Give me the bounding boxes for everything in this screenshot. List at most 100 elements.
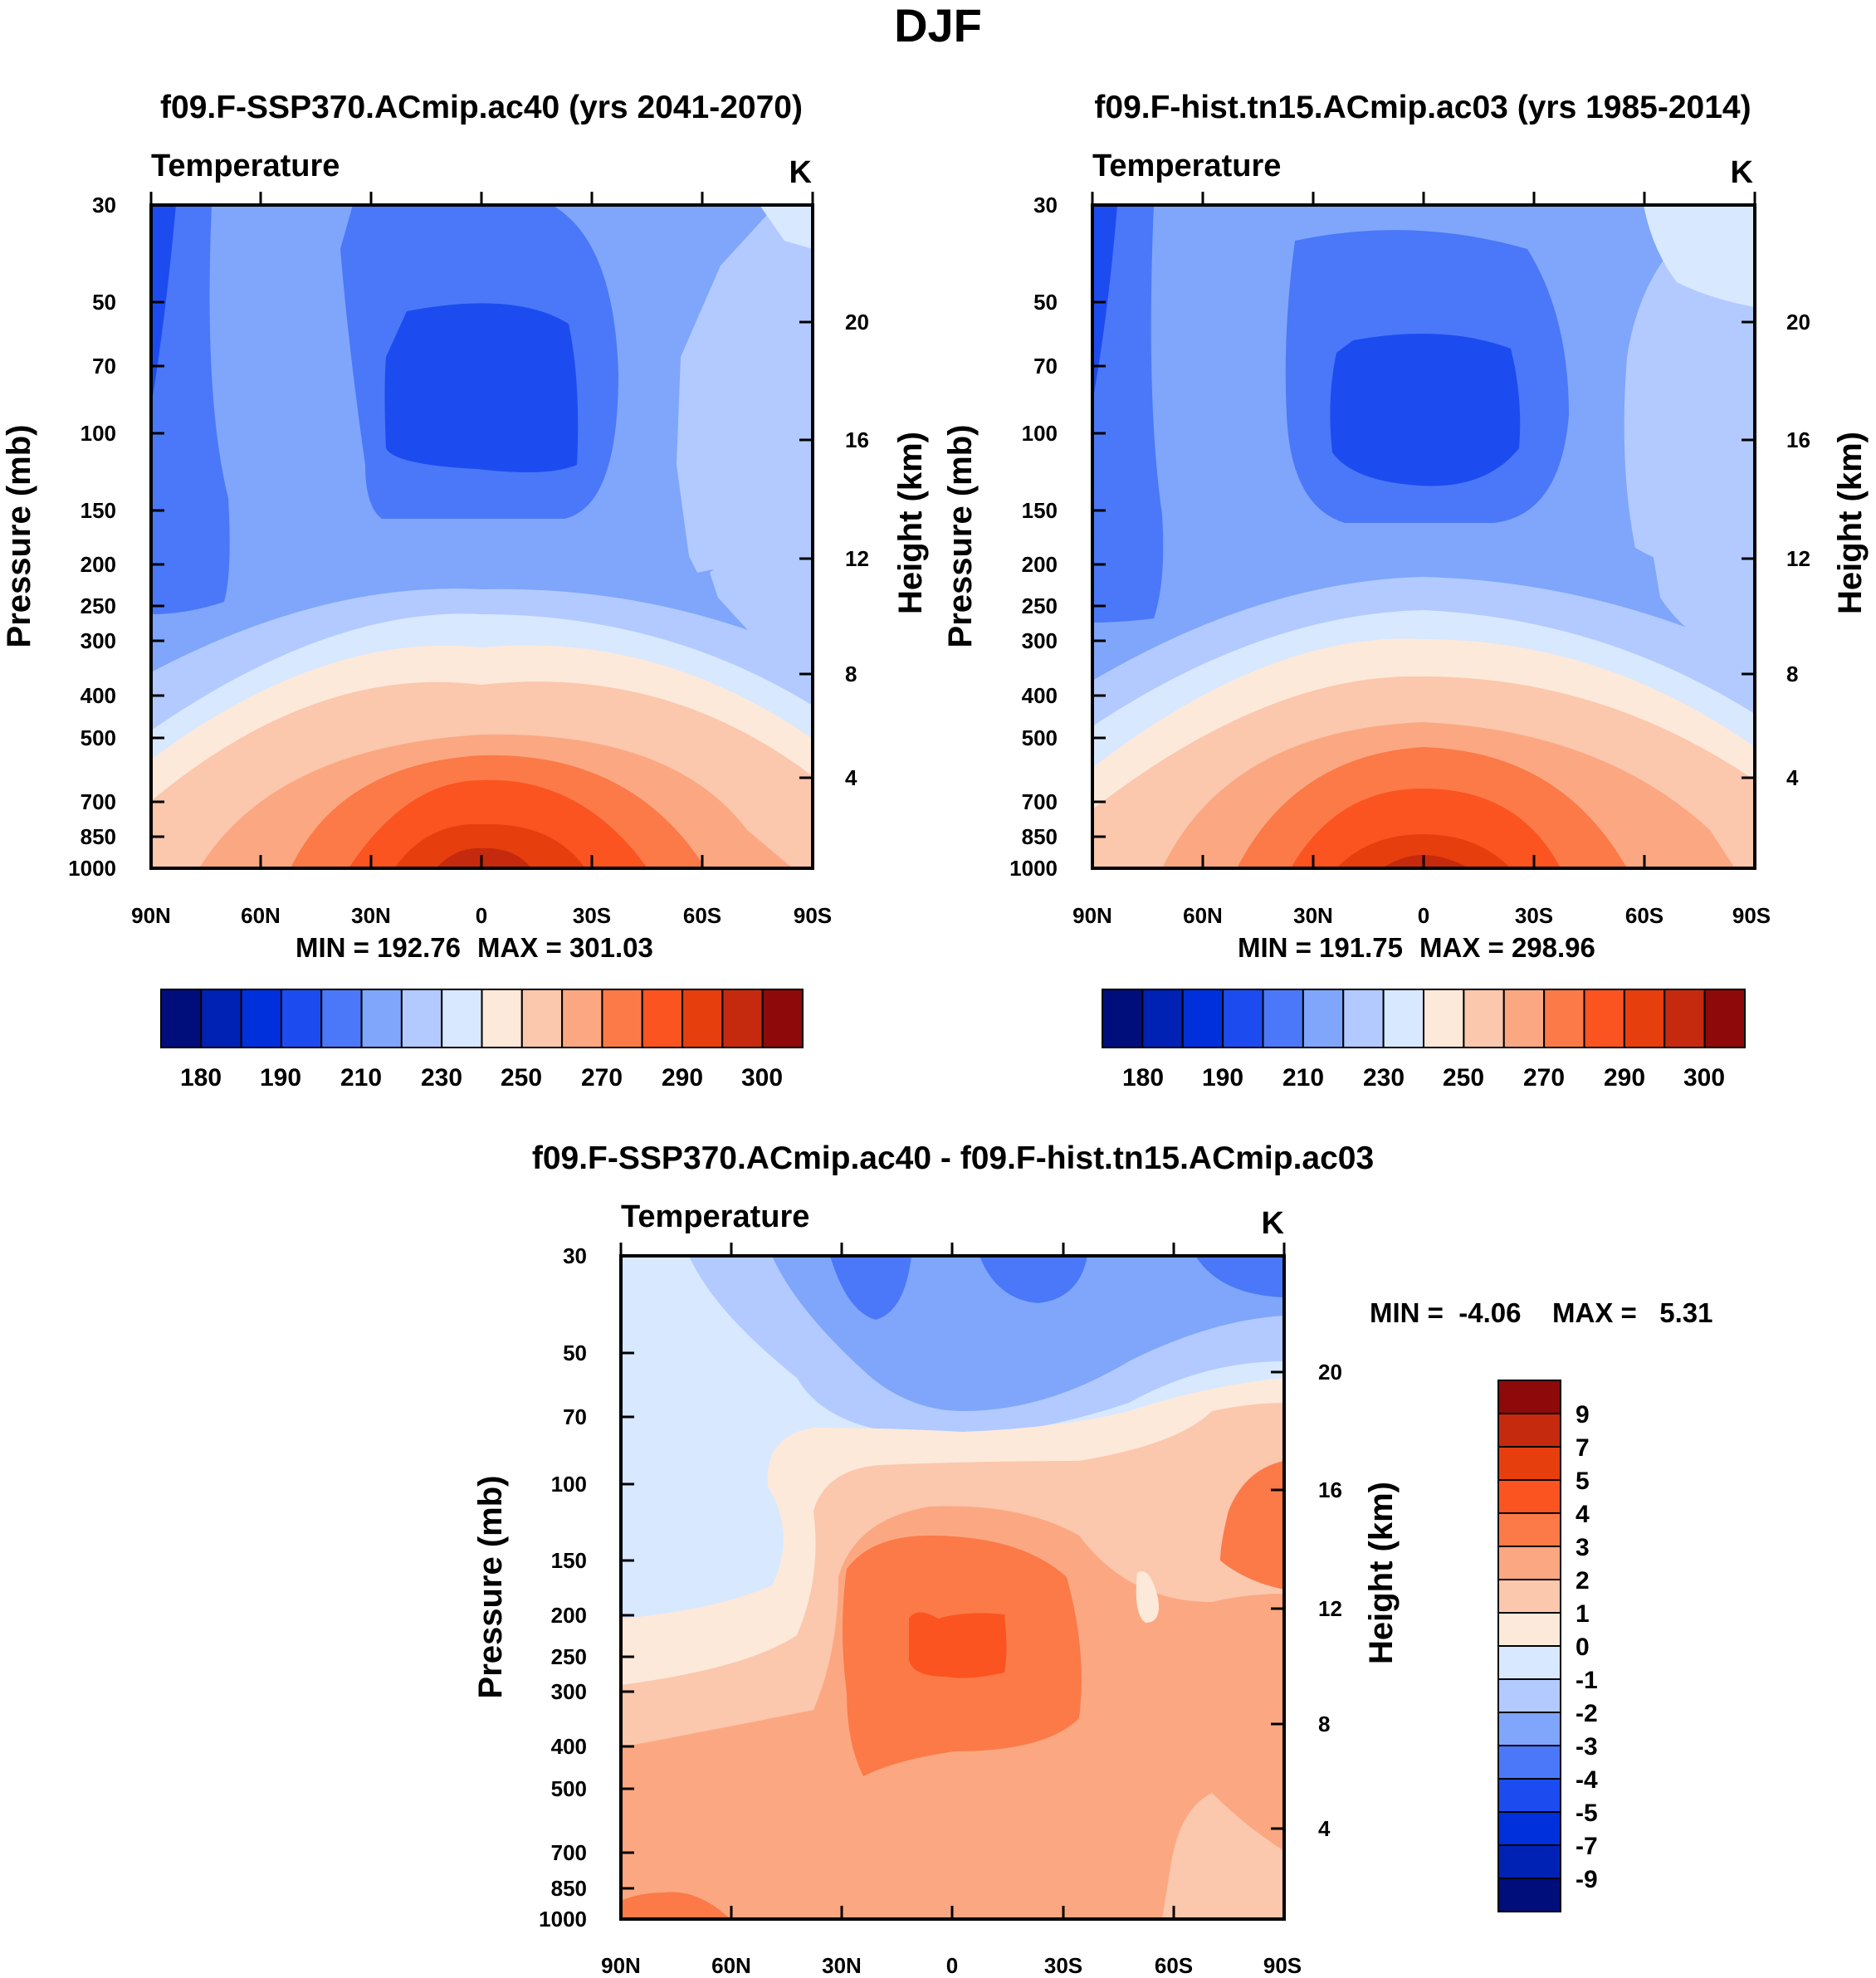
colorbar-swatch <box>1102 989 1144 1048</box>
x-tick-label: 60S <box>683 903 721 928</box>
colorbar-swatch <box>1497 1579 1561 1614</box>
colorbar-swatch <box>682 989 724 1048</box>
panel-title: f09.F-hist.tn15.ACmip.ac03 (yrs 1985-201… <box>1094 90 1751 125</box>
colorbar-swatch <box>1497 1446 1561 1481</box>
colorbar-label: 2 <box>1576 1567 1590 1595</box>
y-tick-label: 30 <box>563 1243 587 1268</box>
variable-label: Temperature <box>1092 149 1281 183</box>
y-tick-label: 850 <box>1022 824 1058 849</box>
contour-band <box>1195 1256 1284 1297</box>
y2-tick-label: 4 <box>845 765 857 790</box>
contour-band <box>1092 205 1164 623</box>
y-tick-label: 1000 <box>539 1907 587 1932</box>
y2-tick-label: 16 <box>845 427 869 452</box>
colorbar-swatch <box>1423 989 1465 1048</box>
colorbar-label: 180 <box>180 1064 222 1092</box>
colorbar-swatch <box>721 989 764 1048</box>
colorbar-label: -2 <box>1576 1700 1598 1727</box>
colorbar-swatch <box>1262 989 1304 1048</box>
colorbar-label: 9 <box>1576 1401 1590 1429</box>
y-axis-label: Pressure (mb) <box>942 425 979 648</box>
contour-field <box>151 205 813 868</box>
colorbar-label: 190 <box>260 1064 301 1092</box>
contour-band <box>1220 1461 1284 1590</box>
colorbar-label: -3 <box>1576 1733 1598 1761</box>
y-tick-label: 700 <box>1022 789 1058 814</box>
colorbar-swatch <box>360 989 403 1048</box>
y-tick-label: 1000 <box>1009 856 1058 881</box>
contour-band <box>151 205 176 407</box>
colorbar-label: 250 <box>501 1064 542 1092</box>
y-tick-label: 500 <box>551 1776 587 1801</box>
y-tick-label: 300 <box>1022 628 1058 653</box>
colorbar-label: -9 <box>1576 1866 1598 1893</box>
colorbar-label: 290 <box>662 1064 703 1092</box>
colorbar-swatch <box>1497 1612 1561 1647</box>
contour-band <box>830 1256 911 1320</box>
x-tick-label: 30S <box>1515 903 1553 928</box>
colorbar-swatch <box>1302 989 1345 1048</box>
y-tick-label: 1000 <box>68 856 116 881</box>
colorbar-swatch <box>1497 1512 1561 1547</box>
contour-band <box>394 823 585 868</box>
contour-field <box>621 1256 1284 1919</box>
y2-tick-label: 4 <box>1786 765 1799 790</box>
x-tick-label: 0 <box>946 1953 958 1978</box>
colorbar-swatch <box>520 989 564 1048</box>
y-axis-label: Pressure (mb) <box>472 1476 509 1699</box>
y2-axis-label: Height (km) <box>1832 432 1869 614</box>
max-label: MAX = 5.31 <box>1552 1297 1713 1328</box>
y2-tick-label: 8 <box>1786 662 1798 686</box>
y2-tick-label: 8 <box>845 662 857 686</box>
y2-tick-label: 20 <box>1786 310 1810 335</box>
colorbar-label: -5 <box>1576 1800 1598 1827</box>
contour-band <box>1382 855 1469 868</box>
y-tick-label: 300 <box>551 1679 587 1704</box>
colorbar-swatch <box>1342 989 1385 1048</box>
panel-historical: f09.F-hist.tn15.ACmip.ac03 (yrs 1985-201… <box>942 90 1869 1092</box>
x-tick-label: 60N <box>241 903 281 928</box>
contour-band <box>980 1256 1087 1303</box>
y-tick-label: 700 <box>551 1840 587 1865</box>
colorbar-label: 7 <box>1576 1434 1590 1462</box>
x-tick-label: 90S <box>794 903 832 928</box>
colorbar-swatch <box>561 989 603 1048</box>
figure-title: DJF <box>894 0 982 51</box>
contour-band <box>710 531 813 664</box>
x-tick-label: 90S <box>1732 903 1771 928</box>
colorbar-swatch <box>240 989 282 1048</box>
y-tick-label: 500 <box>81 725 116 750</box>
axis-ticks <box>149 192 814 868</box>
y-tick-label: 30 <box>92 193 116 217</box>
panel-title: f09.F-SSP370.ACmip.ac40 (yrs 2041-2070) <box>160 90 803 125</box>
colorbar-swatch <box>481 989 523 1048</box>
x-tick-label: 30N <box>351 903 391 928</box>
colorbar-label: 300 <box>741 1064 783 1092</box>
colorbar-label: 270 <box>1523 1064 1565 1092</box>
colorbar-swatch <box>1463 989 1505 1048</box>
y2-tick-label: 16 <box>1318 1477 1342 1502</box>
y-tick-label: 50 <box>563 1341 587 1365</box>
y-tick-label: 100 <box>1022 421 1058 446</box>
y-tick-label: 250 <box>551 1644 587 1669</box>
max-label: MAX = 301.03 <box>477 932 653 963</box>
y2-axis-label: Height (km) <box>1363 1482 1400 1664</box>
colorbar-label: 210 <box>340 1064 382 1092</box>
colorbar-swatch <box>1497 1380 1561 1414</box>
colorbar <box>160 989 804 1048</box>
colorbar-label: 3 <box>1576 1534 1590 1561</box>
x-tick-label: 30N <box>822 1953 862 1978</box>
x-tick-label: 0 <box>476 903 487 928</box>
colorbar-swatch <box>1181 989 1224 1048</box>
y-tick-label: 50 <box>1033 290 1058 315</box>
y-tick-label: 500 <box>1022 725 1058 750</box>
colorbar-label: -4 <box>1576 1766 1598 1794</box>
y-tick-label: 150 <box>81 498 116 523</box>
colorbar <box>1102 989 1746 1048</box>
colorbar-swatch <box>160 989 203 1048</box>
colorbar-swatch <box>320 989 363 1048</box>
units-label: K <box>1262 1206 1285 1241</box>
x-tick-label: 90N <box>601 1953 641 1978</box>
y-axis-label: Pressure (mb) <box>1 425 37 648</box>
min-label: MIN = -4.06 <box>1370 1297 1521 1328</box>
